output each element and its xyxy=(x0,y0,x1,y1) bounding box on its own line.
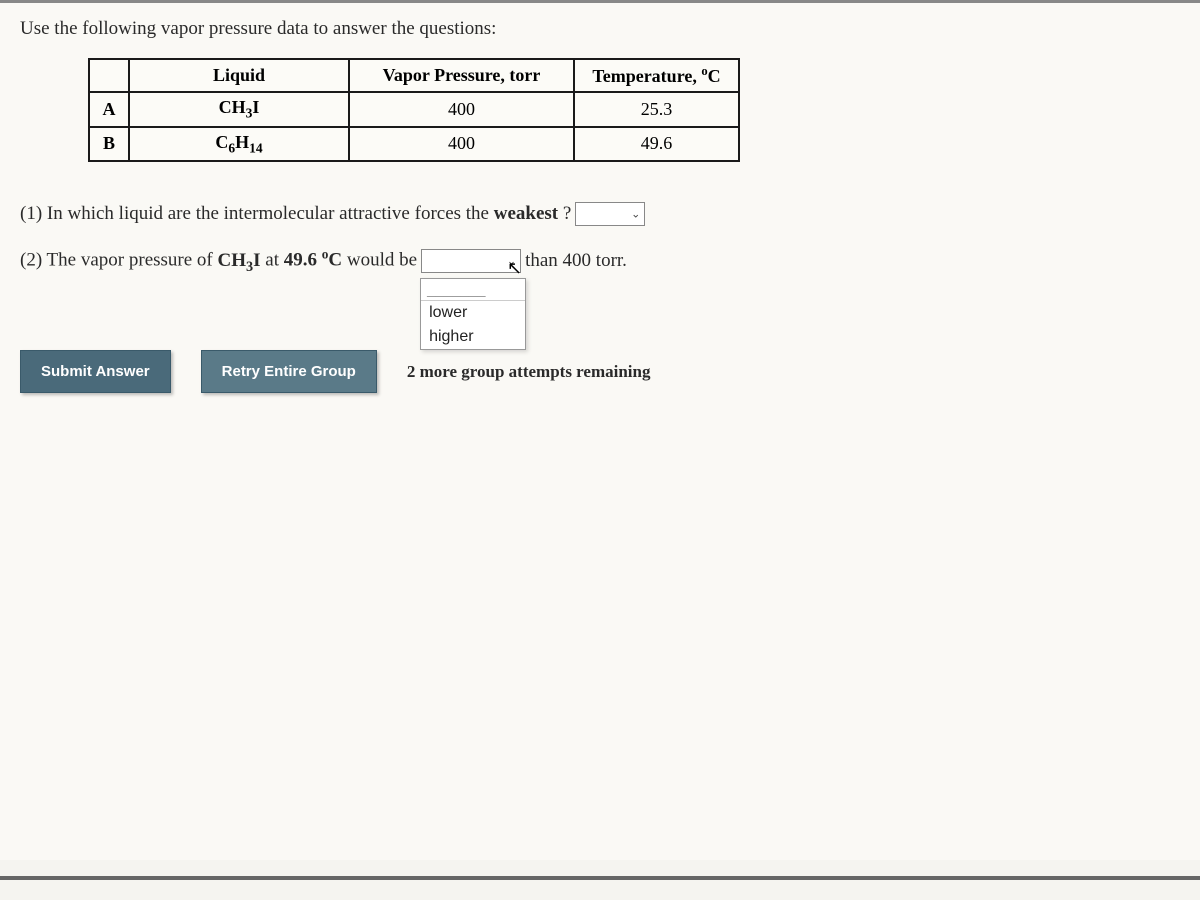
q1-dropdown[interactable]: ⌄ xyxy=(575,202,645,226)
header-blank xyxy=(89,59,129,92)
vapor-pressure-table: Liquid Vapor Pressure, torr Temperature,… xyxy=(88,58,740,162)
submit-answer-button[interactable]: Submit Answer xyxy=(20,350,171,393)
instruction-text: Use the following vapor pressure data to… xyxy=(20,18,1180,40)
retry-group-button[interactable]: Retry Entire Group xyxy=(201,350,377,393)
header-temperature: Temperature, oC xyxy=(574,59,739,92)
row-temp-b: 49.6 xyxy=(574,127,739,162)
row-label-a: A xyxy=(89,92,129,127)
option-lower[interactable]: lower xyxy=(421,301,525,325)
table-row: B C6H14 400 49.6 xyxy=(89,127,739,162)
header-liquid: Liquid xyxy=(129,59,349,92)
row-temp-a: 25.3 xyxy=(574,92,739,127)
q2-dropdown-options: _______ lower higher xyxy=(420,278,526,350)
chevron-down-icon: ⌄ xyxy=(631,208,640,221)
question-1: (1) In which liquid are the intermolecul… xyxy=(20,202,1180,226)
option-blank[interactable]: _______ xyxy=(421,279,525,301)
question-2: (2) The vapor pressure of CH3I at 49.6 o… xyxy=(20,246,1180,275)
button-row: Submit Answer Retry Entire Group 2 more … xyxy=(20,350,1180,393)
q2-dropdown[interactable]: ⌄ ↖ _______ lower higher xyxy=(421,249,521,273)
option-higher[interactable]: higher xyxy=(421,325,525,349)
row-liquid-b: C6H14 xyxy=(129,127,349,162)
row-vp-b: 400 xyxy=(349,127,574,162)
header-vapor-pressure: Vapor Pressure, torr xyxy=(349,59,574,92)
row-label-b: B xyxy=(89,127,129,162)
table-row: A CH3I 400 25.3 xyxy=(89,92,739,127)
table-header-row: Liquid Vapor Pressure, torr Temperature,… xyxy=(89,59,739,92)
bottom-border xyxy=(0,876,1200,880)
row-liquid-a: CH3I xyxy=(129,92,349,127)
chevron-down-icon: ⌄ xyxy=(507,254,516,267)
content-area: Use the following vapor pressure data to… xyxy=(0,0,1200,860)
row-vp-a: 400 xyxy=(349,92,574,127)
attempts-remaining: 2 more group attempts remaining xyxy=(407,362,651,382)
